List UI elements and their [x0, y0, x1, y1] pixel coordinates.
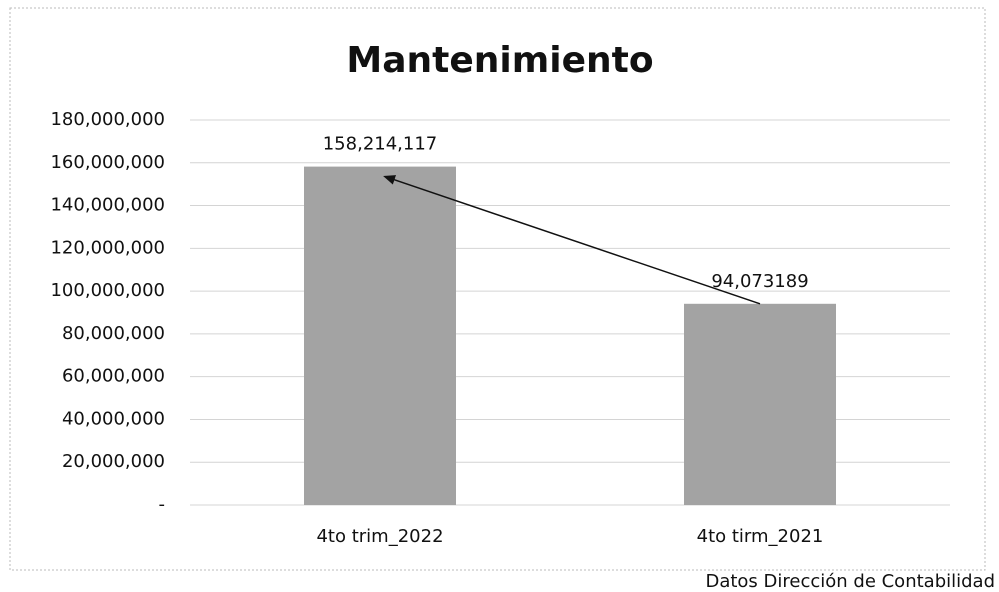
data-label: 158,214,117	[323, 134, 438, 155]
y-tick-label: 160,000,000	[50, 152, 165, 173]
y-tick-label: 80,000,000	[62, 323, 165, 344]
y-tick-label: 120,000,000	[50, 237, 165, 258]
y-tick-label: 100,000,000	[50, 280, 165, 301]
y-tick-label: 40,000,000	[62, 408, 165, 429]
trend-arrow	[383, 175, 761, 305]
chart-title: Mantenimiento	[346, 40, 653, 81]
y-tick-label: 140,000,000	[50, 195, 165, 216]
data-label: 94,073189	[711, 271, 808, 292]
annotation: Datos Dirección de Contabilidad	[705, 571, 995, 592]
bar	[304, 166, 456, 505]
y-tick-label: -	[159, 494, 166, 515]
y-tick-label: 20,000,000	[62, 451, 165, 472]
chart-border	[9, 7, 986, 571]
y-tick-label: 180,000,000	[50, 109, 165, 130]
bar	[684, 303, 836, 505]
y-tick-label: 60,000,000	[62, 366, 165, 387]
x-tick-label: 4to trim_2022	[316, 526, 443, 547]
x-tick-label: 4to tirm_2021	[697, 526, 824, 547]
plot-area: - 20,000,000 40,000,000 60,000,000 80,000,00…	[50, 109, 950, 547]
